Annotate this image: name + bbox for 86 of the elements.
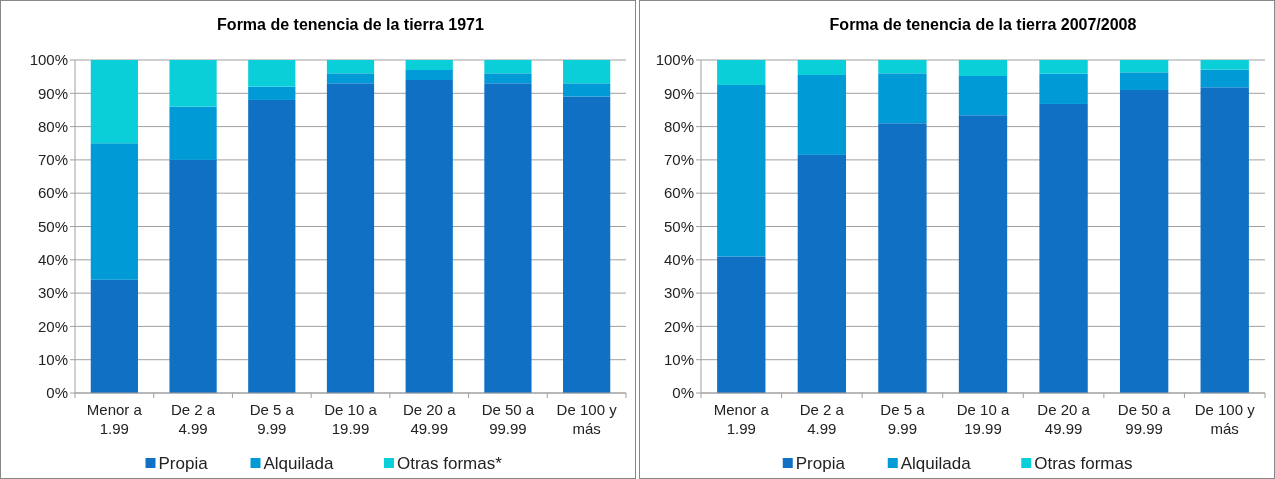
bar — [1039, 60, 1088, 74]
bar — [248, 60, 296, 87]
x-tick-label: De 50 a 99.99 — [1117, 401, 1172, 437]
bar — [169, 106, 217, 160]
bar — [1200, 69, 1249, 88]
y-tick-label: 0% — [46, 384, 68, 402]
bar — [797, 154, 847, 393]
bar — [326, 73, 375, 84]
y-tick-label: 90% — [663, 84, 694, 102]
legend-label: Otras formas* — [397, 454, 503, 473]
bar — [878, 123, 927, 393]
y-tick-label: 50% — [663, 217, 694, 235]
bar — [1200, 60, 1249, 70]
y-tick-label: 20% — [663, 317, 694, 335]
y-tick-label: 100% — [29, 51, 68, 69]
bar — [717, 60, 766, 85]
x-tick-label: De 10 a 19.99 — [324, 401, 378, 437]
bar — [563, 83, 611, 97]
y-tick-label: 70% — [663, 151, 694, 169]
y-tick-label: 80% — [663, 117, 694, 135]
y-tick-label: 40% — [37, 251, 68, 269]
y-tick-label: 30% — [663, 284, 694, 302]
y-tick-label: 60% — [663, 184, 694, 202]
bar — [958, 115, 1008, 393]
bar — [484, 60, 532, 74]
bar — [90, 143, 138, 280]
bar — [1039, 73, 1088, 104]
bar — [484, 73, 532, 84]
bar — [405, 60, 453, 70]
bar — [248, 99, 296, 393]
bar — [958, 75, 1008, 116]
y-tick-label: 80% — [37, 117, 68, 135]
y-tick-label: 40% — [663, 251, 694, 269]
bar — [169, 60, 217, 107]
bar — [405, 79, 453, 393]
legend-label: Otras formas — [1034, 454, 1133, 473]
x-tick-label: Menor a 1.99 — [86, 401, 143, 437]
x-tick-label: De 10 a 19.99 — [956, 401, 1010, 437]
x-tick-label: Menor a 1.99 — [713, 401, 770, 437]
bar — [1119, 60, 1169, 73]
y-tick-label: 50% — [37, 217, 68, 235]
legend-label: Propia — [158, 454, 209, 473]
legend-label: Alquilada — [900, 454, 972, 473]
bar — [717, 84, 766, 257]
y-tick-label: 70% — [37, 151, 68, 169]
bar — [878, 73, 927, 124]
x-tick-label: De 2 a 4.99 — [799, 401, 845, 437]
x-tick-label: De 2 a 4.99 — [170, 401, 216, 437]
legend-label: Propia — [795, 454, 846, 473]
x-tick-label: De 50 a 99.99 — [481, 401, 535, 437]
y-tick-label: 30% — [37, 284, 68, 302]
y-tick-label: 20% — [37, 317, 68, 335]
bar — [326, 83, 375, 393]
bar — [484, 83, 532, 393]
chart-title: Forma de tenencia de la tierra 1971 — [217, 16, 484, 33]
bar — [878, 60, 927, 74]
bar — [405, 69, 453, 80]
bar — [1039, 103, 1088, 393]
bar — [248, 86, 296, 100]
bar — [90, 60, 138, 144]
bar — [797, 60, 847, 75]
x-tick-label: De 100 y más — [556, 401, 618, 437]
legend-label: Alquilada — [263, 454, 334, 473]
bar — [326, 60, 375, 74]
y-tick-label: 10% — [663, 350, 694, 368]
bar — [1119, 89, 1169, 393]
x-tick-label: De 5 a 9.99 — [249, 401, 295, 437]
x-tick-label: De 100 y más — [1194, 401, 1256, 437]
y-tick-label: 0% — [672, 384, 694, 402]
y-tick-label: 100% — [655, 51, 694, 69]
x-tick-label: De 20 a 49.99 — [402, 401, 457, 437]
bar — [797, 74, 847, 155]
bar — [1200, 87, 1249, 393]
x-tick-label: De 20 a 49.99 — [1037, 401, 1091, 437]
bar — [717, 256, 766, 393]
bar — [1119, 72, 1169, 90]
bar — [169, 159, 217, 393]
bar — [90, 279, 138, 393]
bar — [563, 96, 611, 393]
y-tick-label: 60% — [37, 184, 68, 202]
y-tick-label: 90% — [37, 84, 68, 102]
y-tick-label: 10% — [37, 350, 68, 368]
x-tick-label: De 5 a 9.99 — [880, 401, 926, 437]
bar — [958, 60, 1008, 76]
chart-title: Forma de tenencia de la tierra 2007/2008 — [829, 16, 1137, 33]
bar — [563, 60, 611, 84]
